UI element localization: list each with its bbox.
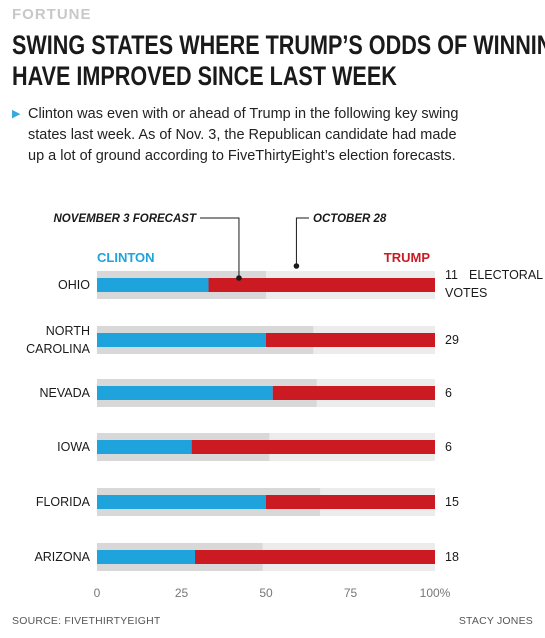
state-label-1-0: NORTH — [46, 324, 90, 338]
subtitle-line-1: Clinton was even with or ahead of Trump … — [28, 106, 459, 122]
nov3-trump-bar-4 — [266, 495, 435, 509]
annotation-nov3-leader — [200, 217, 240, 277]
nov3-clinton-bar-4 — [97, 495, 266, 509]
x-tick-1: 25 — [175, 586, 189, 600]
legend-clinton: CLINTON — [97, 250, 155, 265]
nov3-trump-bar-5 — [195, 550, 435, 564]
nov3-clinton-bar-3 — [97, 440, 192, 454]
state-label-4-0: FLORIDA — [36, 495, 91, 509]
subtitle-line-2: states last week. As of Nov. 3, the Repu… — [28, 127, 457, 143]
credit-note: STACY JONES — [458, 615, 533, 627]
annotation-oct28-dot — [293, 263, 300, 269]
x-tick-2: 50 — [259, 586, 273, 600]
nov3-clinton-bar-5 — [97, 550, 196, 564]
nov3-trump-bar-3 — [191, 440, 435, 454]
nov3-trump-bar-2 — [272, 386, 435, 400]
nov3-clinton-bar-0 — [97, 278, 209, 292]
state-label-2-0: NEVADA — [40, 386, 91, 400]
electoral-votes-4: 15 — [445, 495, 459, 509]
subtitle: ▶ Clinton was even with or ahead of Trum… — [12, 104, 537, 167]
electoral-label-line1: ELECTORAL — [469, 268, 543, 282]
legend-trump: TRUMP — [384, 250, 431, 265]
annotation-oct28-leader — [295, 217, 309, 265]
title-line-2: HAVE IMPROVED SINCE LAST WEEK — [12, 61, 397, 91]
annotation-nov3-dot — [236, 275, 242, 281]
state-label-3-0: IOWA — [57, 440, 91, 454]
electoral-label-line2: VOTES — [445, 286, 487, 300]
state-label-0-0: OHIO — [58, 278, 90, 292]
electoral-votes-2: 6 — [445, 386, 452, 400]
electoral-votes-5: 18 — [445, 550, 459, 564]
swing-state-chart: CLINTON TRUMP OHIO 11 NORTH CAROLINA 29 NEVADA 6… — [26, 213, 543, 600]
nov3-clinton-bar-2 — [97, 386, 273, 400]
nov3-trump-bar-0 — [208, 278, 435, 292]
nov3-clinton-bar-1 — [97, 333, 266, 347]
electoral-votes-1: 29 — [445, 333, 459, 347]
x-tick-3: 75 — [344, 586, 358, 600]
source-note: SOURCE: FIVETHIRTYEIGHT — [12, 615, 161, 627]
annotation-oct28: OCTOBER 28 — [313, 213, 387, 225]
x-tick-0: 0 — [94, 586, 101, 600]
electoral-votes-3: 6 — [445, 440, 452, 454]
x-tick-4: 100% — [420, 586, 451, 600]
nov3-trump-bar-1 — [266, 333, 435, 347]
brand-logo: FORTUNE — [12, 6, 92, 23]
subtitle-line-3: up a lot of ground according to FiveThir… — [28, 148, 456, 164]
state-label-5-0: ARIZONA — [34, 550, 90, 564]
electoral-votes-0: 11 — [445, 268, 458, 282]
page-title: SWING STATES WHERE TRUMP’S ODDS OF WINNI… — [12, 30, 545, 92]
bullet-triangle-icon: ▶ — [12, 108, 21, 120]
annotation-nov3: NOVEMBER 3 FORECAST — [54, 213, 197, 225]
title-line-1: SWING STATES WHERE TRUMP’S ODDS OF WINNI… — [12, 30, 545, 60]
state-label-1-1: CAROLINA — [26, 342, 91, 356]
